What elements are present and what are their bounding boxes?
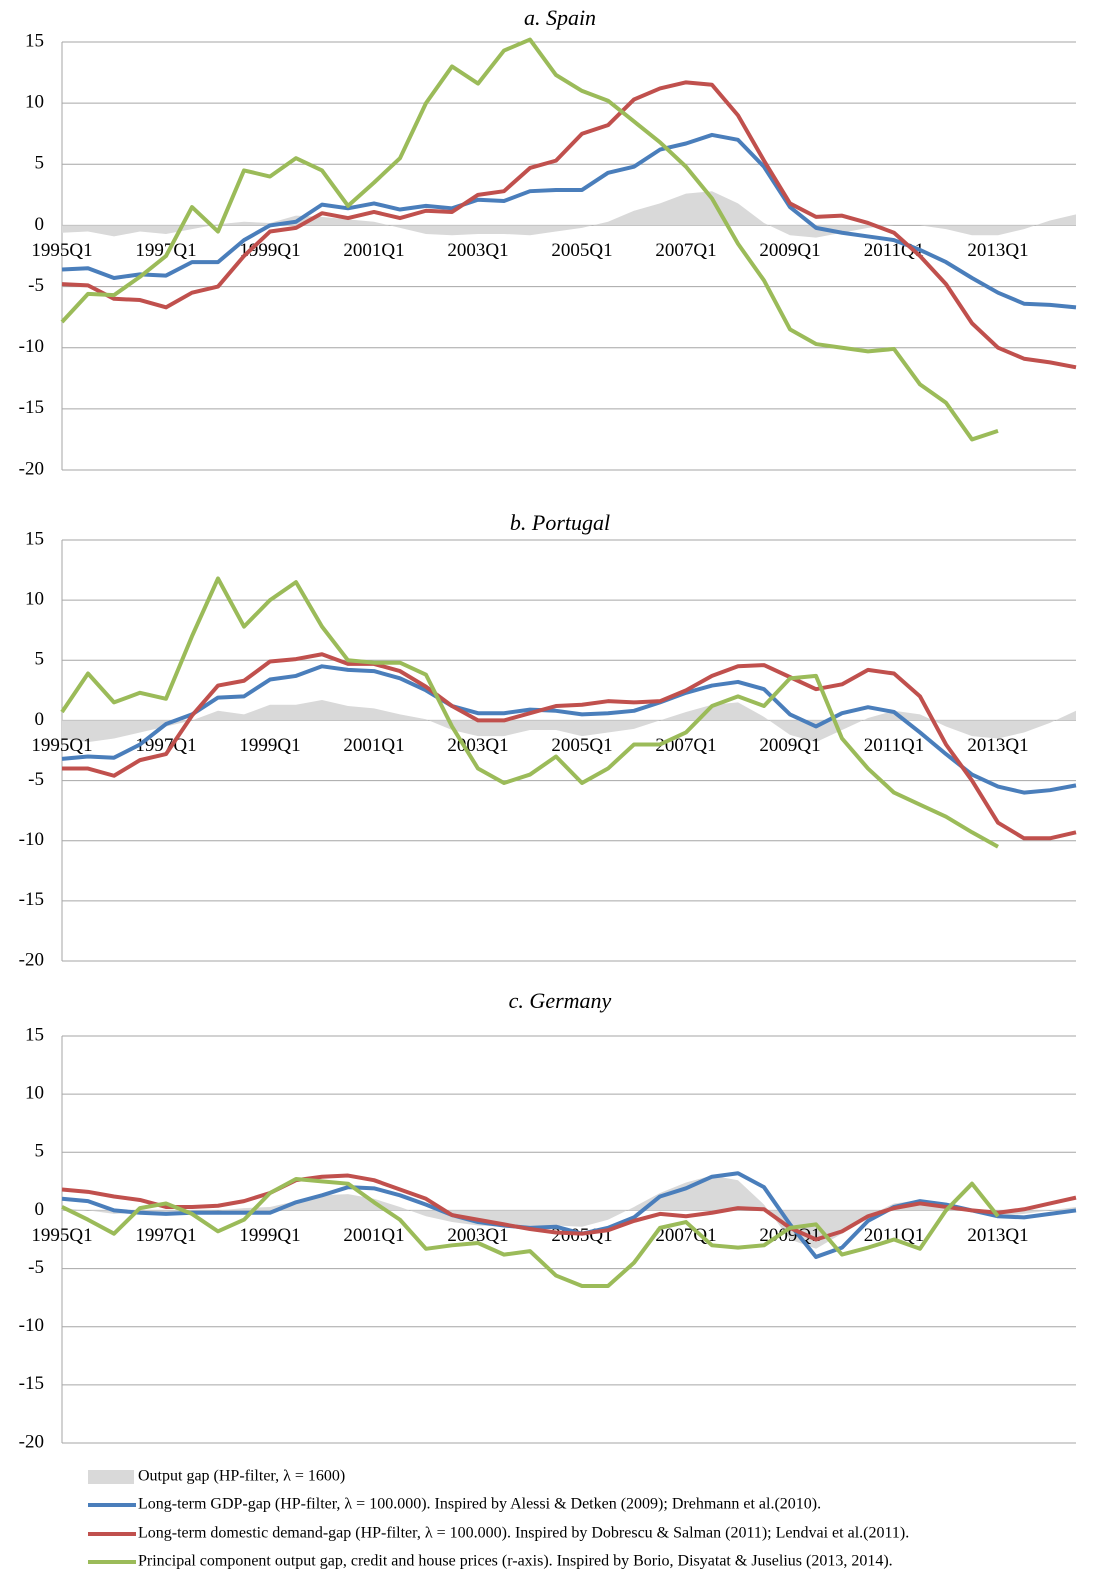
area	[62, 699, 1076, 743]
y-tick-label: 10	[25, 589, 44, 610]
x-tick-label: 2011Q1	[864, 735, 925, 756]
y-tick-label: 15	[25, 528, 44, 549]
x-tick-label: 2001Q1	[343, 240, 404, 261]
y-tick-label: -15	[19, 397, 44, 418]
line	[61, 1173, 1077, 1242]
line	[61, 132, 1077, 310]
x-tick-label: 1995Q1	[31, 240, 92, 261]
line	[60, 576, 999, 849]
y-tick-label: -15	[19, 1373, 44, 1394]
y-tick-label: -10	[19, 1315, 44, 1336]
y-tick-label: 5	[35, 1141, 45, 1162]
x-tick-label: 2001Q1	[343, 1225, 404, 1246]
x-tick-label: 2007Q1	[655, 240, 716, 261]
line	[61, 1177, 1000, 1289]
y-tick-label: 5	[35, 649, 45, 670]
x-tick-label: 2003Q1	[447, 1225, 508, 1246]
y-tick-label: -20	[19, 949, 44, 970]
y-tick-label: 10	[25, 92, 44, 113]
x-tick-label: 1997Q1	[135, 240, 196, 261]
x-tick-label: 2009Q1	[759, 735, 820, 756]
area	[62, 191, 1076, 238]
y-tick-label: 15	[25, 30, 44, 51]
x-tick-label: 1995Q1	[31, 735, 92, 756]
y-tick-label: -10	[19, 336, 44, 357]
y-tick-label: -20	[19, 458, 44, 479]
y-tick-label: -5	[28, 1257, 44, 1278]
y-tick-label: 0	[35, 1199, 45, 1220]
line	[60, 37, 999, 442]
y-tick-label: -5	[28, 769, 44, 790]
x-tick-label: 2009Q1	[759, 240, 820, 261]
x-tick-label: 2001Q1	[343, 735, 404, 756]
legend-label: Principal component output gap, credit a…	[138, 1553, 893, 1570]
x-tick-label: 2013Q1	[967, 735, 1028, 756]
x-tick-label: 2011Q1	[864, 1225, 925, 1246]
x-tick-label: 1999Q1	[239, 1225, 300, 1246]
x-tick-label: 2007Q1	[655, 735, 716, 756]
x-tick-label: 1997Q1	[135, 1225, 196, 1246]
x-tick-label: 2005Q1	[551, 240, 612, 261]
x-tick-label: 2003Q1	[447, 240, 508, 261]
x-tick-label: 2013Q1	[967, 240, 1028, 261]
line	[61, 80, 1077, 370]
y-tick-label: -20	[19, 1431, 44, 1452]
x-tick-label: 1999Q1	[239, 735, 300, 756]
legend-label: Output gap (HP-filter, λ = 1600)	[138, 1468, 345, 1485]
x-tick-label: 2005Q1	[551, 735, 612, 756]
y-tick-label: 0	[35, 709, 45, 730]
y-tick-label: -10	[19, 829, 44, 850]
x-tick-label: 2003Q1	[447, 735, 508, 756]
y-tick-label: 10	[25, 1083, 44, 1104]
x-tick-label: 2007Q1	[655, 1225, 716, 1246]
y-tick-label: 15	[25, 1024, 44, 1045]
y-tick-label: -5	[28, 275, 44, 296]
chart-title: a. Spain	[524, 5, 596, 30]
legend-label: Long-term GDP-gap (HP-filter, λ = 100.00…	[138, 1496, 821, 1513]
y-tick-label: -15	[19, 889, 44, 910]
legend-label: Long-term domestic demand-gap (HP-filter…	[138, 1525, 909, 1542]
line	[61, 664, 1077, 795]
x-tick-label: 1997Q1	[135, 735, 196, 756]
y-tick-label: 0	[35, 214, 45, 235]
x-tick-label: 2013Q1	[967, 1225, 1028, 1246]
x-tick-label: 1995Q1	[31, 1225, 92, 1246]
chart-title: c. Germany	[509, 988, 612, 1013]
y-tick-label: 5	[35, 153, 45, 174]
chart-title: b. Portugal	[510, 510, 610, 535]
line	[62, 652, 1077, 841]
legend-swatch	[88, 1470, 134, 1484]
